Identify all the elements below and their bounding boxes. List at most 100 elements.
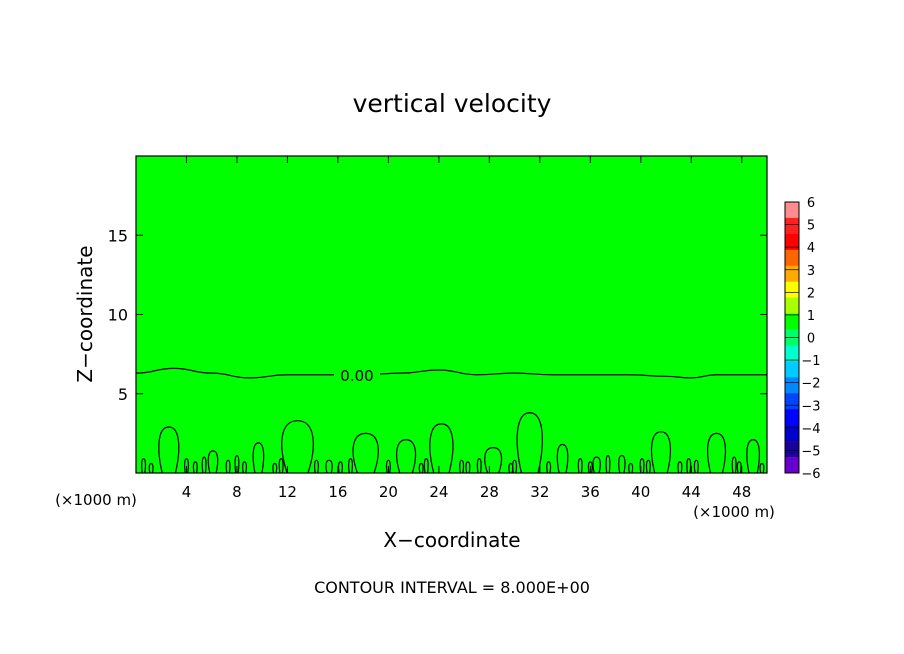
colorbar-segment [785,217,799,235]
colorbar-label: 2 [807,286,815,301]
colorbar-segment [785,249,799,267]
x-tick-label: 48 [732,483,751,501]
x-tick-label: 24 [429,483,448,501]
small-updraft-contour [731,456,737,474]
x-tick-label: 36 [581,483,600,501]
small-updraft-contour [348,458,354,474]
x-unit-left: (×1000 m) [55,491,137,509]
x-tick-label: 32 [530,483,549,501]
updraft-contour [650,431,672,474]
y-axis-label: Z−coordinate [73,245,97,382]
colorbar-segment [785,361,799,378]
x-tick-label: 28 [480,483,499,501]
updraft-contour [207,450,219,474]
small-updraft-contour [192,461,198,474]
small-updraft-contour [546,461,552,474]
colorbar-label: −2 [801,377,820,392]
colorbar-segment [785,425,799,442]
small-updraft-contour [423,458,429,474]
colorbar-segment [785,297,799,314]
small-updraft-contour [313,459,319,474]
updraft-contour [281,420,314,474]
y-tick-label: 5 [118,385,128,404]
small-updraft-contour [234,454,240,474]
small-updraft-contour [183,458,189,474]
colorbar-label: −1 [801,354,820,369]
small-updraft-contour [225,459,231,474]
small-updraft-contour [736,461,742,474]
colorbar-label: 4 [807,241,815,256]
small-updraft-contour [465,461,471,474]
contour-interval-note: CONTOUR INTERVAL = 8.000E+00 [314,578,590,597]
colorbar: 6 5 4 3 2 1 0 −1 −2 −3 −4 −5 −6 [784,196,821,482]
updraft-contour [592,456,601,474]
x-axis-ticks: 4 8 12 16 20 24 28 32 36 40 44 48 [182,156,751,501]
x-tick-label: 4 [182,483,192,501]
colorbar-segment [785,409,799,426]
contour-label-mask [334,366,380,384]
updraft-contour [706,432,727,474]
small-updraft-contour [141,458,147,474]
small-updraft-contour [628,462,634,474]
colorbar-label: 1 [807,309,815,324]
colorbar-segment [785,345,799,362]
small-updraft-contour [385,459,391,474]
colorbar-label: −3 [801,399,820,414]
colorbar-segment [785,377,799,394]
colorbar-label: 5 [807,219,815,234]
small-updraft-contour [605,454,611,474]
updraft-contour [556,443,569,474]
x-axis-label: X−coordinate [383,528,520,552]
small-updraft-contour [693,459,699,474]
updraft-contour [618,454,626,474]
small-updraft-contour [337,461,343,474]
small-updraft-contour [639,458,645,474]
colorbar-segment [785,265,799,283]
colorbar-label: −5 [801,444,820,459]
x-tick-label: 16 [328,483,347,501]
x-tick-label: 12 [278,483,297,501]
updraft-contour [352,432,379,474]
colorbar-segment [785,202,799,219]
small-updraft-contour [459,459,465,474]
y-axis-ticks: 5 10 15 [108,226,767,404]
colorbar-label: 6 [807,196,815,211]
colorbar-label: 0 [807,332,815,347]
small-updraft-contour [418,462,424,474]
colorbar-label: −4 [801,422,820,437]
small-updraft-contour [577,458,583,474]
small-updraft-contour [242,461,248,474]
contour-lines [135,366,767,474]
updraft-contour [158,426,180,474]
x-unit-right: (×1000 m) [693,503,775,521]
x-tick-label: 8 [232,483,242,501]
contour-label: 0.00 [340,367,373,385]
small-updraft-contour [587,461,593,474]
updraft-contour [746,439,761,474]
small-updraft-contour [677,461,683,474]
updraft-contour [396,439,417,474]
small-updraft-contour [512,459,518,474]
plot-area [135,155,768,474]
x-tick-label: 20 [379,483,398,501]
colorbar-label: 3 [807,264,815,279]
y-tick-label: 10 [108,306,128,325]
x-tick-label: 40 [631,483,650,501]
updraft-contour [484,447,503,474]
colorbar-segment [785,393,799,410]
colorbar-segment [785,313,799,330]
small-updraft-contour [272,462,278,474]
small-updraft-contour [759,462,765,474]
updraft-contour [516,412,543,474]
updraft-contour [252,442,265,474]
y-tick-label: 15 [108,226,128,245]
small-updraft-contour [645,459,651,474]
small-updraft-contour [201,456,207,474]
colorbar-segment [785,233,799,251]
chart-title: vertical velocity [353,89,552,118]
zero-contour-line [135,367,767,379]
small-updraft-contour [476,458,482,474]
small-updraft-contour [686,458,692,474]
